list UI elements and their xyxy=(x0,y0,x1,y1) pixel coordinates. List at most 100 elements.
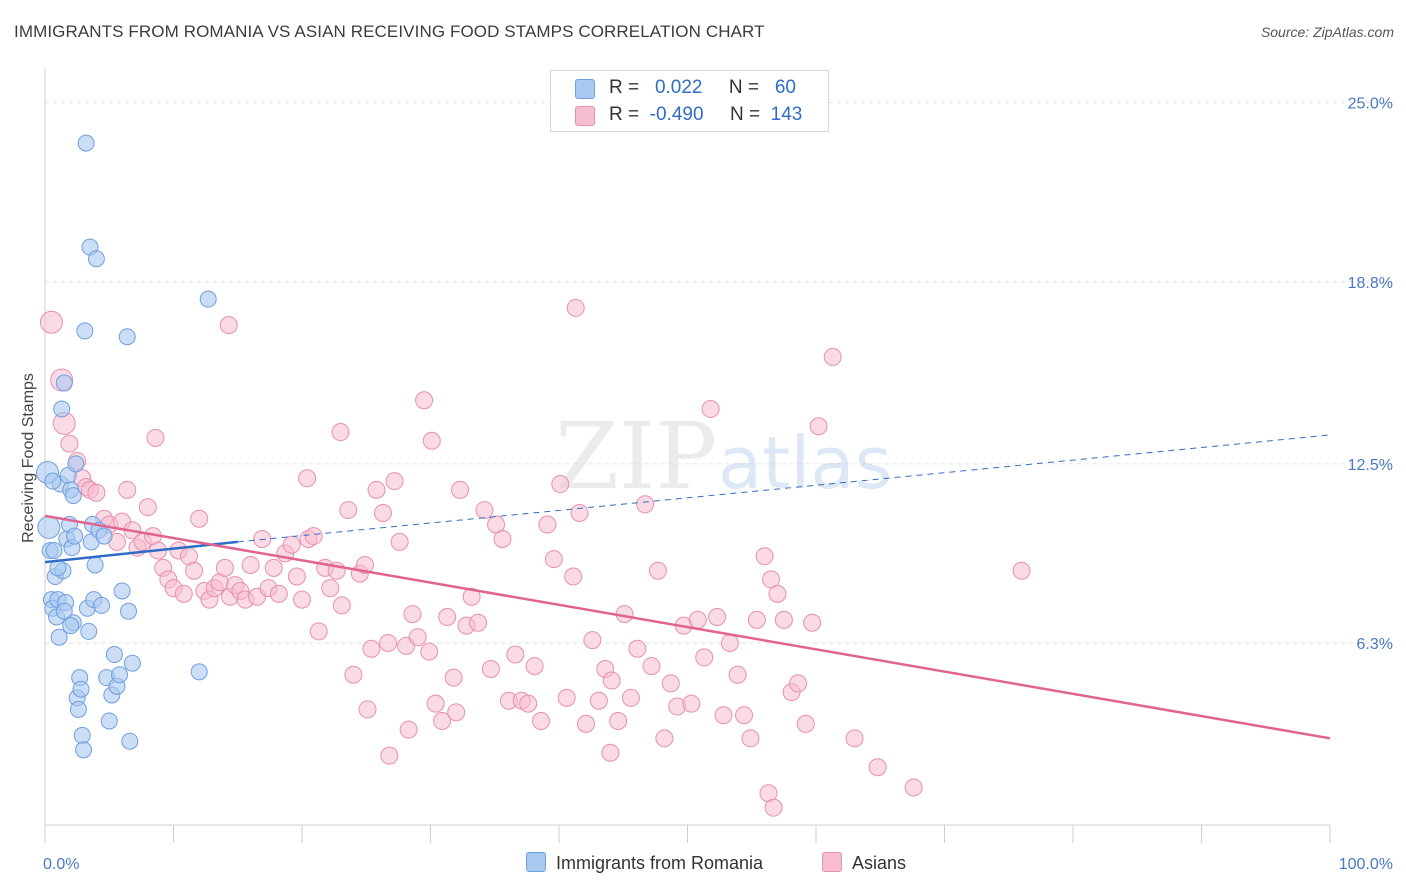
romania-point xyxy=(118,328,136,346)
asians-point xyxy=(264,558,283,577)
romania-point xyxy=(44,472,62,490)
asians-point xyxy=(269,584,288,603)
romania-point xyxy=(53,400,71,418)
asians-point xyxy=(868,758,887,777)
y-axis-title: Receiving Food Stamps xyxy=(20,373,37,543)
bottom-legend-label-romania: Immigrants from Romania xyxy=(556,853,764,873)
asians-point xyxy=(185,561,204,580)
asians-point xyxy=(321,579,340,598)
asians-point xyxy=(1012,561,1031,580)
asians-point xyxy=(789,674,808,693)
asians-point xyxy=(747,610,766,629)
asians-point xyxy=(544,550,563,569)
asians-point xyxy=(601,743,620,762)
asians-point xyxy=(190,509,209,528)
asians-point xyxy=(174,584,193,603)
asians-point xyxy=(609,711,628,730)
romania-point xyxy=(67,455,85,473)
asians-point xyxy=(688,610,707,629)
bottom-legend-swatch-blue xyxy=(526,852,546,872)
y-tick-label: 25.0% xyxy=(1348,96,1393,113)
romania-point xyxy=(120,602,138,620)
asians-point xyxy=(493,529,512,548)
asians-point xyxy=(720,633,739,652)
asians-point xyxy=(426,694,445,713)
asians-point xyxy=(481,659,500,678)
asians-point xyxy=(241,555,260,574)
romania-trend-dashed xyxy=(237,434,1331,543)
grid-lines xyxy=(45,102,1392,644)
romania-points xyxy=(36,134,217,759)
romania-point xyxy=(45,542,63,560)
y-tick-label: 12.5% xyxy=(1348,457,1393,474)
asians-point xyxy=(87,483,106,502)
romania-point xyxy=(37,515,61,539)
asians-point xyxy=(358,700,377,719)
asians-point xyxy=(422,431,441,450)
asians-point xyxy=(332,596,351,615)
asians-point xyxy=(755,547,774,566)
asians-point xyxy=(420,642,439,661)
romania-point xyxy=(55,602,73,620)
y-tick-label: 6.3% xyxy=(1357,636,1393,653)
asians-point xyxy=(636,495,655,514)
asians-point xyxy=(714,706,733,725)
asians-point xyxy=(845,729,864,748)
asians-point xyxy=(628,639,647,658)
x-tick-label: 100.0% xyxy=(1339,856,1393,873)
asians-point xyxy=(803,613,822,632)
x-tick-label: 0.0% xyxy=(43,856,79,873)
asians-point xyxy=(146,428,165,447)
asians-point xyxy=(809,417,828,436)
asians-point xyxy=(304,527,323,546)
romania-point xyxy=(73,726,91,744)
romania-point xyxy=(105,646,123,664)
asians-point xyxy=(287,567,306,586)
romania-point xyxy=(190,663,208,681)
romania-point xyxy=(121,732,139,750)
legend: R = 0.022 N = 60 R = -0.490 N = 143 xyxy=(550,70,829,132)
legend-swatch-blue xyxy=(575,79,595,99)
legend-n-value: 60 xyxy=(774,77,796,98)
romania-point xyxy=(87,250,105,268)
asians-point xyxy=(551,475,570,494)
romania-point xyxy=(199,290,217,308)
asians-point xyxy=(380,746,399,765)
asians-point xyxy=(735,706,754,725)
asians-point xyxy=(570,503,589,522)
romania-point xyxy=(95,527,113,545)
legend-r-value: 0.022 xyxy=(654,77,703,98)
romania-point xyxy=(64,487,82,505)
asians-point xyxy=(219,316,238,335)
romania-point xyxy=(75,741,93,759)
legend-swatch-pink xyxy=(575,106,595,126)
romania-point xyxy=(72,680,90,698)
asians-points xyxy=(39,298,1031,817)
asians-point xyxy=(564,567,583,586)
trend-lines xyxy=(44,434,1331,740)
bottom-legend-romania: Immigrants from Romania xyxy=(526,852,763,874)
source-label: Source: ZipAtlas.com xyxy=(1260,24,1394,40)
watermark-atlas: atlas xyxy=(718,421,892,505)
asians-point xyxy=(506,645,525,664)
asians-point xyxy=(621,688,640,707)
asians-point xyxy=(682,694,701,713)
asians-point xyxy=(390,532,409,551)
legend-r-value: -0.490 xyxy=(649,104,704,125)
asians-point xyxy=(576,714,595,733)
asians-point xyxy=(532,711,551,730)
asians-point xyxy=(298,469,317,488)
asians-point xyxy=(774,610,793,629)
asians-point xyxy=(355,555,374,574)
romania-point xyxy=(113,582,131,600)
legend-n-value: 143 xyxy=(770,104,803,125)
legend-n-label: N = xyxy=(728,77,760,98)
asians-point xyxy=(741,729,760,748)
asians-point xyxy=(447,703,466,722)
asians-point xyxy=(728,665,747,684)
asians-point xyxy=(415,391,434,410)
asians-point xyxy=(385,472,404,491)
bottom-legend-label-asians: Asians xyxy=(852,853,907,873)
asians-point xyxy=(701,399,720,418)
